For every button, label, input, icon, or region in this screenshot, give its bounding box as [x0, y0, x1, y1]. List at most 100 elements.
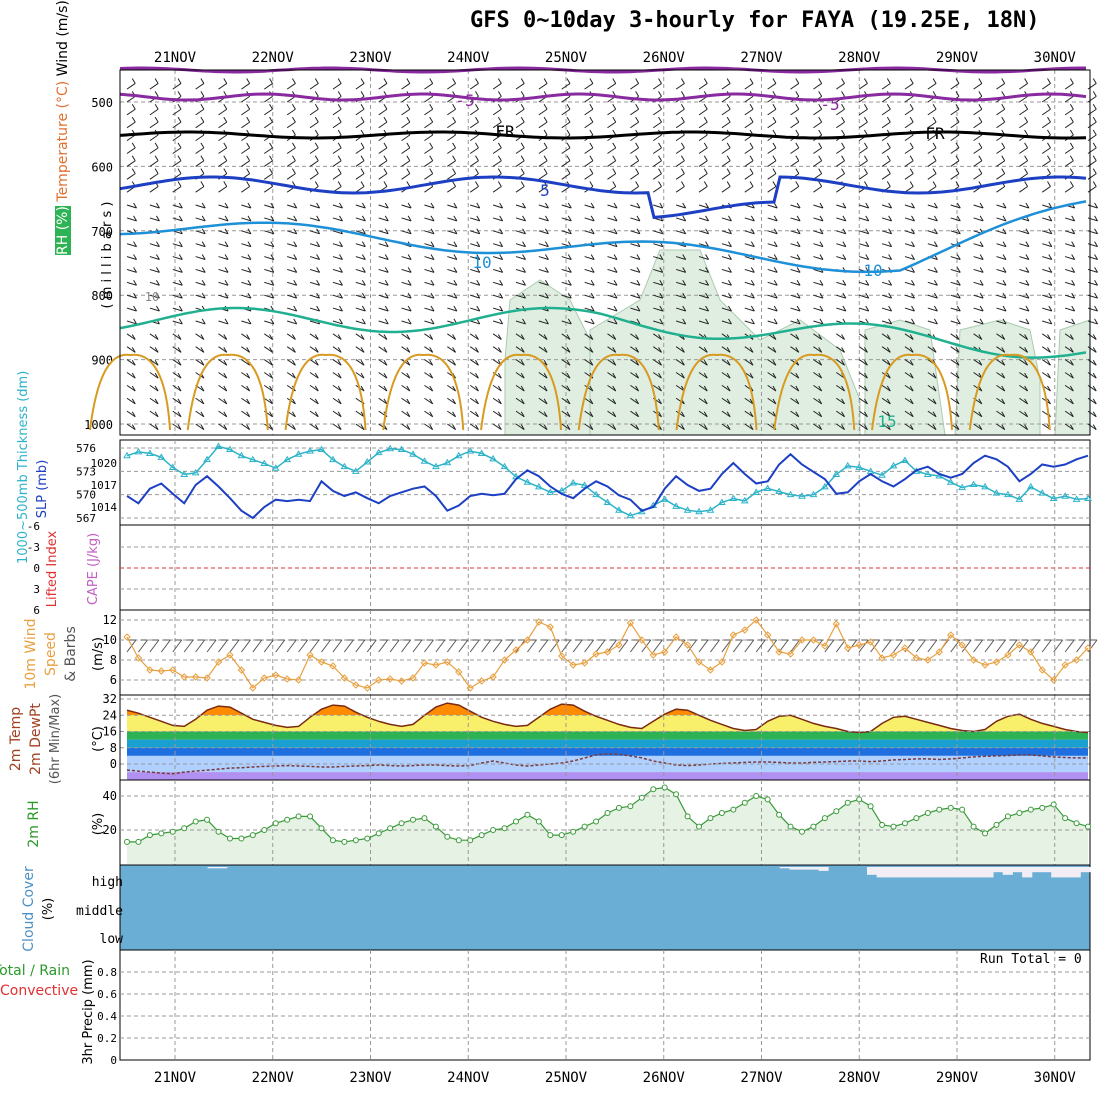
wind-barb-flag	[453, 215, 458, 222]
stability-tick-label: 3	[33, 583, 40, 596]
wind-barb-flag	[452, 424, 457, 430]
wind-barb-flag	[293, 318, 298, 325]
wind-barb	[1087, 134, 1097, 142]
wind-barb-flag	[772, 181, 777, 187]
wind-barb	[698, 134, 708, 142]
wind-barb-flag	[1094, 228, 1098, 235]
thickness-marker	[901, 456, 909, 463]
wind-barb-flag	[430, 280, 435, 286]
wind-barb	[698, 147, 708, 154]
wind-barb	[1064, 147, 1074, 154]
wind10m-marker	[352, 681, 360, 689]
wind-barb	[836, 410, 845, 418]
wind-barb	[172, 256, 183, 260]
wind10m-barb	[549, 639, 560, 653]
wind-barb-flag	[1025, 318, 1030, 325]
wind-barb-flag	[131, 359, 136, 366]
wind-barb-flag	[703, 359, 708, 366]
precip-tick-label: 0.8	[97, 966, 117, 979]
wind-barb-flag	[131, 142, 136, 149]
wind-barb-flag	[1025, 267, 1030, 273]
wind-barb-flag	[956, 292, 961, 299]
wind-barb	[378, 121, 388, 129]
wind-barb	[332, 204, 343, 209]
wind10m-barb	[618, 639, 629, 653]
wind-barb	[1087, 410, 1097, 418]
wind-barb-flag	[932, 155, 937, 162]
wind-barb-flag	[1094, 254, 1098, 260]
thickness-line	[126, 445, 1089, 517]
thickness-marker	[203, 455, 211, 463]
wind-barb-flag	[1048, 267, 1053, 273]
wind-barb	[973, 243, 984, 248]
wind-barb	[1087, 346, 1097, 353]
wind-barb-flag	[520, 78, 525, 84]
wind-barb	[470, 320, 480, 325]
wind-barb	[904, 384, 914, 392]
wind10m-marker	[420, 659, 429, 667]
wind-barb	[1019, 423, 1028, 431]
wind-barb	[149, 423, 159, 431]
wind-barb	[332, 268, 343, 273]
wind-barb	[470, 294, 480, 299]
wind-barb	[447, 346, 456, 353]
wind-barb-flag	[886, 372, 891, 379]
wind-barb	[264, 160, 273, 167]
wind-barb-flag	[247, 202, 252, 209]
wind-barb	[126, 243, 137, 248]
wind-barb-flag	[178, 202, 183, 209]
wind-barb-flag	[453, 280, 458, 286]
wind-barb	[149, 410, 159, 418]
wind-barb-flag	[590, 202, 595, 209]
wind-barb	[424, 397, 433, 405]
wind10m-tick-label: 10	[103, 633, 117, 647]
wind-barb	[538, 372, 548, 379]
wind-barb-flag	[635, 155, 640, 162]
wind-barb-flag	[1092, 385, 1097, 392]
wind-barb-flag	[932, 347, 937, 353]
wind-barb	[767, 121, 777, 129]
wind-barb	[1087, 83, 1097, 90]
wind-barb-flag	[728, 228, 732, 235]
wind10m-barb	[629, 639, 640, 653]
cloud-gap	[896, 867, 907, 878]
wind-barb-flag	[1094, 215, 1098, 222]
wind-barb-flag	[888, 305, 893, 312]
wind-barb-flag	[864, 129, 868, 136]
wind-barb	[172, 384, 182, 392]
wind-barb-flag	[383, 359, 388, 366]
wind-barb	[378, 397, 388, 405]
wind-barb-flag	[635, 334, 640, 340]
wind-barb	[424, 134, 433, 142]
wind-barb	[1087, 333, 1097, 340]
wind10m-barb	[710, 639, 720, 653]
thickness-marker	[466, 447, 475, 454]
wind-barb-flag	[1069, 142, 1074, 149]
wind-barb-flag	[841, 424, 845, 430]
wind-barb	[264, 320, 274, 325]
wind-barb	[813, 294, 824, 299]
rh2m-marker	[650, 786, 657, 793]
wind-barb	[126, 173, 136, 180]
wind-barb-flag	[911, 305, 915, 312]
wind10m-marker	[981, 661, 989, 669]
wind-barb	[1064, 95, 1074, 103]
wind-barb-flag	[749, 168, 754, 174]
wind-barb-flag	[613, 292, 618, 299]
wind-barb-flag	[223, 103, 228, 110]
wind-barb	[927, 160, 937, 167]
wind-barb-flag	[291, 372, 296, 379]
wind-barb	[767, 83, 777, 90]
wind-barb	[126, 268, 137, 273]
wind-barb-flag	[201, 202, 206, 209]
wind-barb-flag	[154, 385, 159, 392]
wind-barb-flag	[316, 305, 321, 312]
wind-barb	[927, 294, 938, 299]
wind-barb	[767, 160, 777, 167]
wind-barb-flag	[589, 334, 594, 340]
wind-barb-flag	[314, 334, 319, 340]
wind10m-marker	[775, 648, 783, 656]
wind-barb-flag	[360, 155, 365, 162]
wind-barb-flag	[773, 305, 778, 312]
wind-barb-flag	[452, 411, 457, 418]
